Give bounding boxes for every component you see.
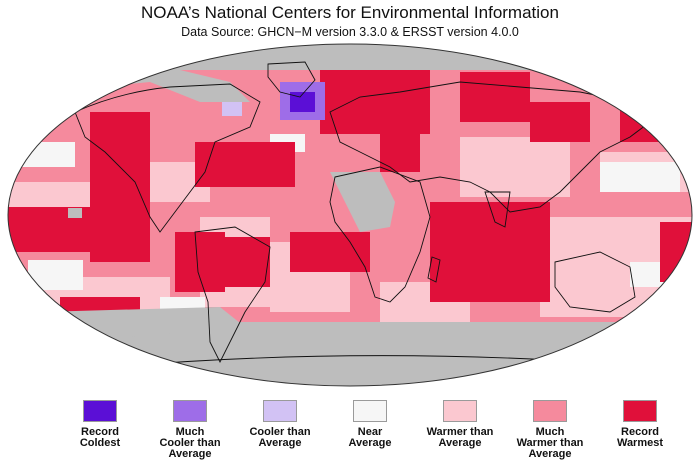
legend-item-warmer: Warmer than Average [415,400,505,449]
legend-label: Record Coldest [79,426,121,449]
map-title: NOAA’s National Centers for Environmenta… [141,3,559,22]
legend-label: Warmer than Average [426,426,494,449]
legend-label: Record Warmest [616,426,664,449]
legend-swatch [623,400,657,422]
legend-item-record-warmest: Record Warmest [595,400,685,449]
globe-outline [7,43,693,387]
legend-item-near-average: Near Average [325,400,415,449]
legend-label: Much Warmer than Average [516,426,584,460]
map-subtitle: Data Source: GHCN−M version 3.3.0 & ERSS… [181,25,519,39]
legend-swatch [443,400,477,422]
anomaly-field [8,44,692,386]
legend-swatch [263,400,297,422]
legend-label: Cooler than Average [249,426,311,449]
legend-item-record-coldest: Record Coldest [55,400,145,449]
legend-swatch [173,400,207,422]
color-legend: Record Coldest Much Cooler than Average … [55,400,675,470]
legend-label: Near Average [348,426,392,449]
legend-swatch [83,400,117,422]
legend-item-much-warmer: Much Warmer than Average [505,400,595,460]
legend-item-much-cooler: Much Cooler than Average [145,400,235,460]
legend-swatch [533,400,567,422]
world-anomaly-map [0,42,700,394]
legend-label: Much Cooler than Average [159,426,221,460]
legend-swatch [353,400,387,422]
legend-item-cooler: Cooler than Average [235,400,325,449]
